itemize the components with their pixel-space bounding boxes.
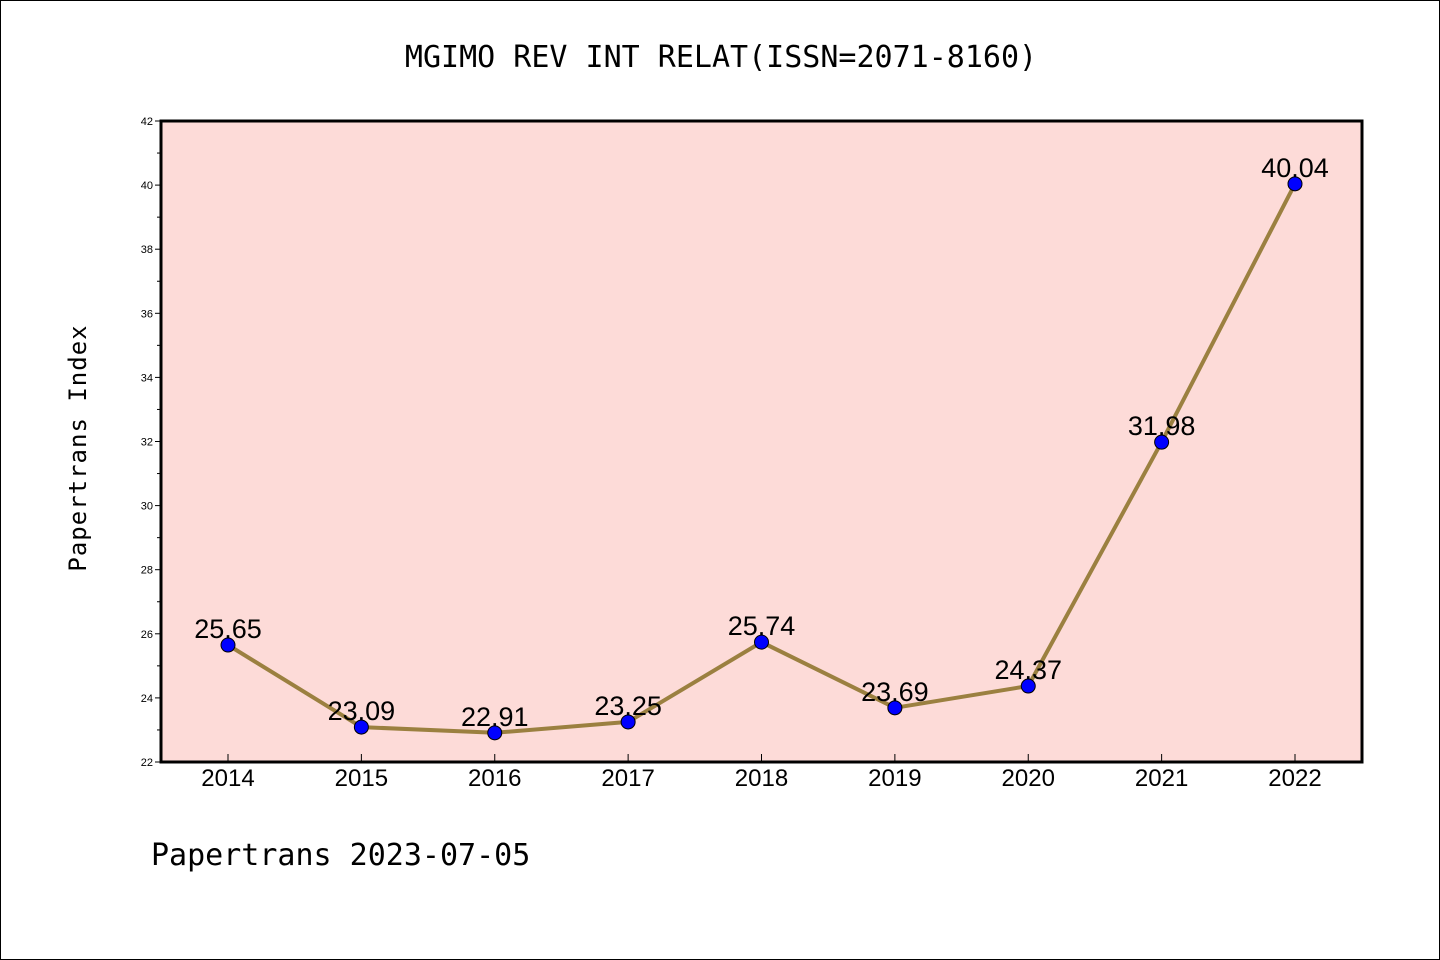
- x-tick-label: 2018: [735, 765, 788, 792]
- x-tick-label: 2016: [468, 765, 521, 792]
- x-axis-tick-labels: 2014 2015 2016 2017 2018 2019 2020 2021 2022: [201, 765, 1321, 792]
- data-point: [754, 634, 769, 650]
- data-label: 24.37: [994, 655, 1062, 685]
- y-axis-ticks: [155, 120, 161, 763]
- y-tick-label: 38: [141, 244, 153, 256]
- data-labels: 25.65 23.09 22.91 23.25 25.74 23.69 24.37 31.98…: [194, 153, 1329, 732]
- x-tick-label: 2020: [1002, 765, 1055, 792]
- data-label: 25.74: [728, 611, 796, 641]
- data-label: 25.65: [194, 614, 262, 644]
- data-label: 40.04: [1261, 153, 1329, 183]
- y-tick-label: 42: [141, 116, 153, 128]
- data-point: [487, 725, 503, 741]
- y-tick-label: 30: [141, 501, 153, 513]
- x-tick-label: 2014: [201, 765, 254, 792]
- y-tick-label: 22: [141, 757, 153, 769]
- x-tick-label: 2017: [601, 765, 654, 792]
- data-point: [1287, 176, 1303, 192]
- x-tick-label: 2021: [1135, 765, 1188, 792]
- y-tick-label: 40: [141, 180, 153, 192]
- chart-title: MGIMO REV INT RELAT(ISSN=2071-8160): [405, 40, 1037, 75]
- data-label: 31.98: [1128, 411, 1196, 441]
- data-point: [620, 714, 636, 730]
- data-point: [353, 719, 369, 735]
- plot-area: [159, 119, 1364, 764]
- data-label: 23.69: [861, 677, 929, 707]
- y-tick-label: 32: [141, 437, 153, 449]
- data-point: [1154, 434, 1170, 450]
- y-tick-label: 26: [141, 629, 153, 641]
- data-point: [1020, 678, 1036, 694]
- data-point: [887, 700, 903, 716]
- x-tick-label: 2015: [335, 765, 388, 792]
- data-label: 23.09: [328, 696, 396, 726]
- y-tick-label: 34: [141, 372, 153, 384]
- x-tick-label: 2022: [1268, 765, 1321, 792]
- footer-date: Papertrans 2023-07-05: [151, 838, 530, 873]
- data-markers: [220, 176, 1303, 741]
- y-axis-tick-labels: 22 24 26 28 30 32 34 36 38 40 42: [141, 116, 153, 769]
- y-tick-label: 36: [141, 308, 153, 320]
- data-label: 23.25: [594, 691, 662, 721]
- data-label: 22.91: [461, 702, 529, 732]
- y-axis-label: Papertrans Index: [64, 324, 92, 571]
- x-axis-ticks: [227, 754, 1296, 762]
- y-tick-label: 24: [141, 693, 153, 705]
- x-tick-label: 2019: [868, 765, 921, 792]
- y-tick-label: 28: [141, 565, 153, 577]
- data-point: [220, 637, 236, 653]
